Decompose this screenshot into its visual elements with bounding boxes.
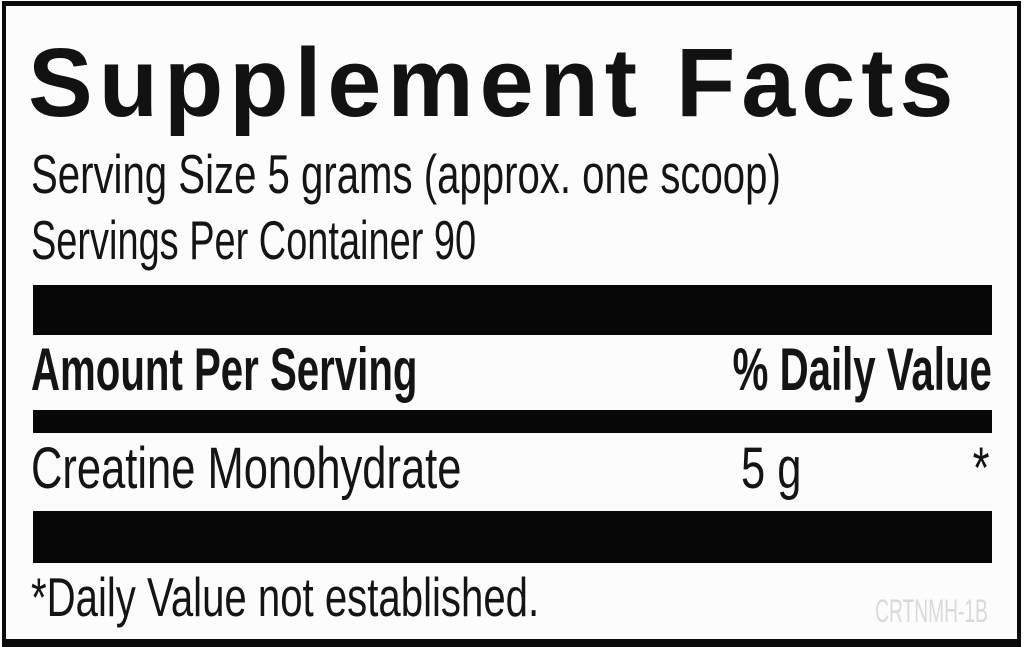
amount-per-serving-header: Amount Per Serving [31,336,418,403]
serving-size-line: Serving Size 5 grams (approx. one scoop) [31,143,781,205]
divider-bar-thick-bottom [33,511,992,563]
daily-value-header: % Daily Value [732,336,992,403]
nutrient-name: Creatine Monohydrate [31,436,462,501]
servings-per-container-line: Servings Per Container 90 [31,209,477,271]
facts-title: Supplement Facts [28,28,960,137]
divider-bar-thick-top [33,285,992,335]
nutrient-amount: 5 g [741,436,802,501]
divider-bar-thin [33,410,992,433]
footnote: *Daily Value not established. [31,566,540,628]
product-code: CRTNMH-1B [875,593,988,629]
nutrient-dv-asterisk: * [973,436,990,501]
